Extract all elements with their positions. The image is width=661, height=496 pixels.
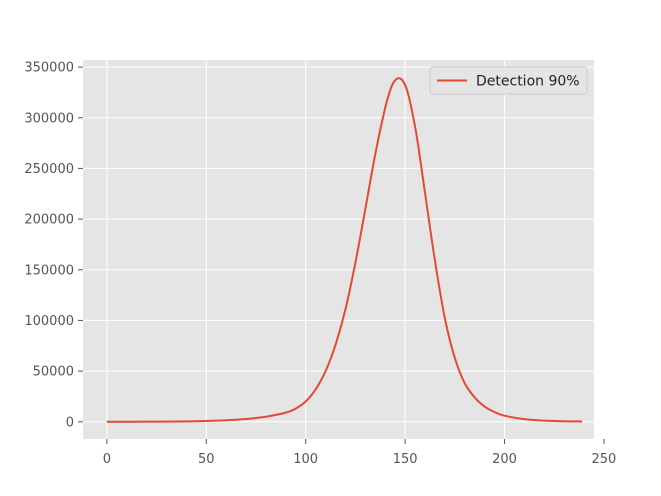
series-line xyxy=(106,77,583,423)
x-axis: 0 50 100 150 200 250 xyxy=(103,439,617,467)
x-tick-label: 0 xyxy=(103,452,111,467)
y-tick-label: 250000 xyxy=(24,162,74,177)
y-tick-label: 200000 xyxy=(24,213,74,228)
x-tick-label: 200 xyxy=(492,452,517,467)
y-tick-label: 0 xyxy=(66,415,74,430)
plot-area xyxy=(83,60,594,439)
x-tick-label: 250 xyxy=(592,452,617,467)
y-tick-label: 50000 xyxy=(33,365,74,380)
x-tick-label: 150 xyxy=(393,452,418,467)
y-tick-label: 350000 xyxy=(24,61,74,76)
legend: Detection 90% xyxy=(429,66,588,95)
grid xyxy=(83,60,605,439)
legend-label: Detection 90% xyxy=(476,74,580,90)
y-tick-label: 100000 xyxy=(24,314,74,329)
y-tick-label: 300000 xyxy=(24,111,74,126)
x-tick-label: 100 xyxy=(293,452,318,467)
legend-box xyxy=(429,66,588,95)
y-tick-label: 150000 xyxy=(24,263,74,278)
x-tick-label: 50 xyxy=(198,452,215,467)
series-group xyxy=(106,77,583,423)
y-axis: 0 50000 100000 150000 200000 250000 300000 3500… xyxy=(24,61,83,430)
